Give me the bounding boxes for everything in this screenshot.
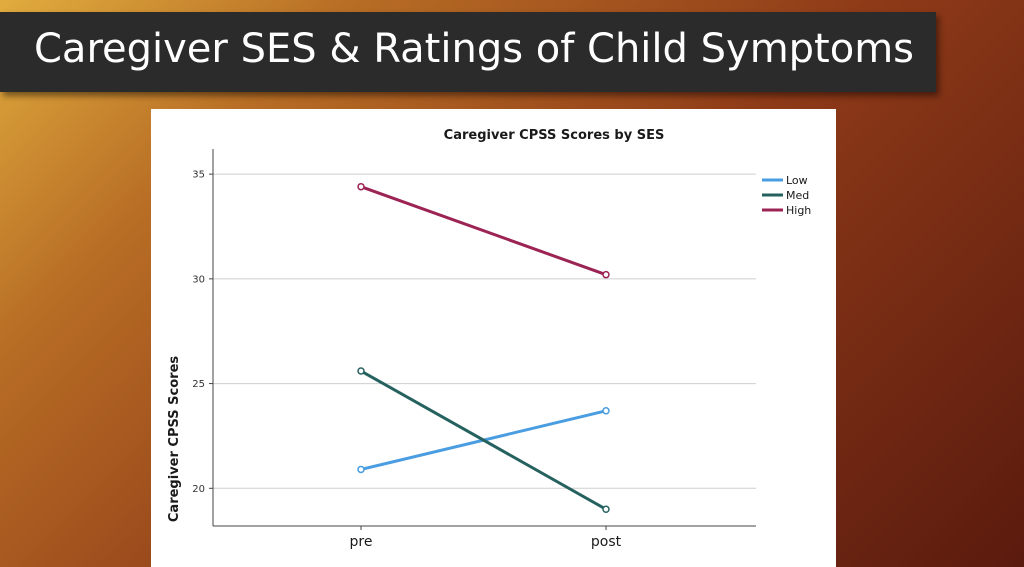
line-chart: Caregiver CPSS Scores by SES Caregiver C…	[167, 128, 811, 550]
legend-label-med: Med	[786, 189, 809, 202]
series-lines	[357, 182, 610, 513]
data-point-low	[602, 407, 610, 415]
x-tick-label: post	[591, 534, 622, 550]
y-tick-label: 25	[192, 379, 205, 390]
series-line-high	[359, 185, 608, 277]
y-tick-label: 20	[192, 484, 205, 495]
chart-title: Caregiver CPSS Scores by SES	[444, 128, 665, 143]
x-tick-label: pre	[350, 534, 373, 550]
data-point-high	[357, 182, 365, 191]
data-point-med	[357, 367, 365, 375]
legend-label-high: High	[786, 204, 811, 217]
gridlines	[213, 173, 756, 489]
y-axis-label: Caregiver CPSS Scores	[167, 356, 182, 522]
legend: Low Med High	[762, 174, 811, 217]
data-point-low	[357, 465, 365, 474]
y-tick-label: 35	[192, 170, 205, 181]
slide-title: Caregiver SES & Ratings of Child Symptom…	[34, 26, 915, 72]
legend-label-low: Low	[786, 174, 808, 187]
chart-card: Caregiver CPSS Scores by SES Caregiver C…	[151, 109, 836, 567]
axes: 20 25 30 35 pre post	[192, 149, 756, 550]
data-point-high	[602, 270, 610, 279]
data-point-med	[602, 505, 610, 513]
slide-title-bar: Caregiver SES & Ratings of Child Symptom…	[0, 12, 936, 92]
y-tick-label: 30	[192, 274, 205, 285]
series-line-med	[359, 369, 608, 511]
